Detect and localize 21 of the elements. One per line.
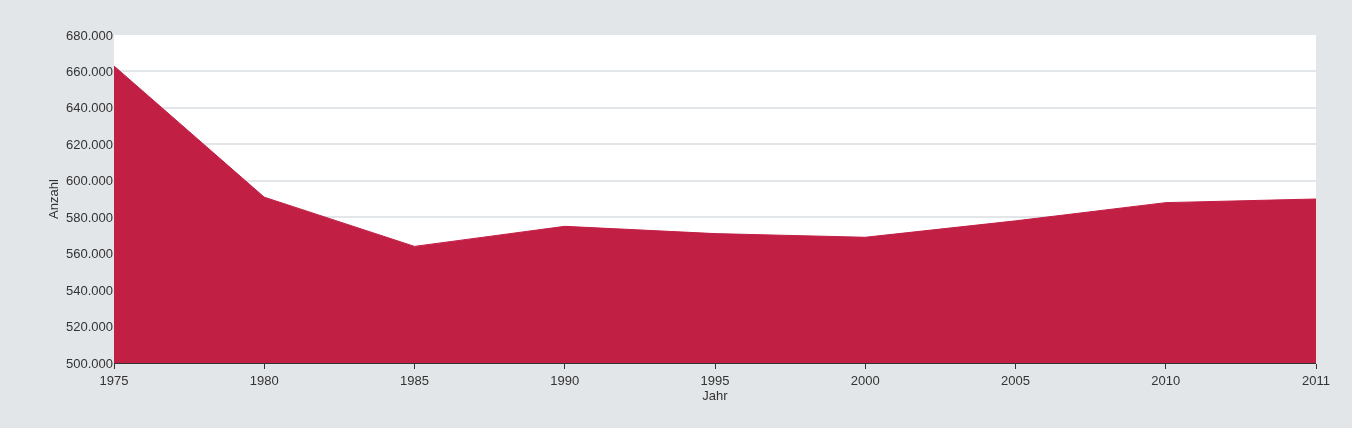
x-tick-label: 2010 bbox=[1151, 372, 1181, 388]
y-tick-label: 640.000 bbox=[66, 100, 113, 116]
y-tick-label: 560.000 bbox=[66, 246, 113, 262]
x-tick-label: 1990 bbox=[550, 372, 580, 388]
y-tick-label: 680.000 bbox=[66, 27, 113, 43]
y-tick-label: 660.000 bbox=[66, 63, 113, 79]
y-tick-label: 580.000 bbox=[66, 209, 113, 225]
y-tick-label: 620.000 bbox=[66, 136, 113, 152]
y-tick-label: 500.000 bbox=[66, 355, 113, 371]
x-tick-label: 1980 bbox=[249, 372, 279, 388]
y-tick-label: 600.000 bbox=[66, 173, 113, 189]
x-tick-label: 1995 bbox=[700, 372, 730, 388]
y-axis-title: Anzahl bbox=[45, 179, 61, 219]
x-tick-label: 1975 bbox=[99, 372, 129, 388]
x-tick-label: 2005 bbox=[1001, 372, 1030, 388]
x-tick-label: 2011 bbox=[1302, 372, 1330, 388]
x-tick-label: 2000 bbox=[850, 372, 880, 388]
x-axis-title: Jahr bbox=[702, 388, 729, 404]
y-tick-label: 540.000 bbox=[66, 282, 113, 298]
x-tick-label: 1985 bbox=[400, 372, 429, 388]
y-tick-label: 520.000 bbox=[66, 319, 113, 335]
